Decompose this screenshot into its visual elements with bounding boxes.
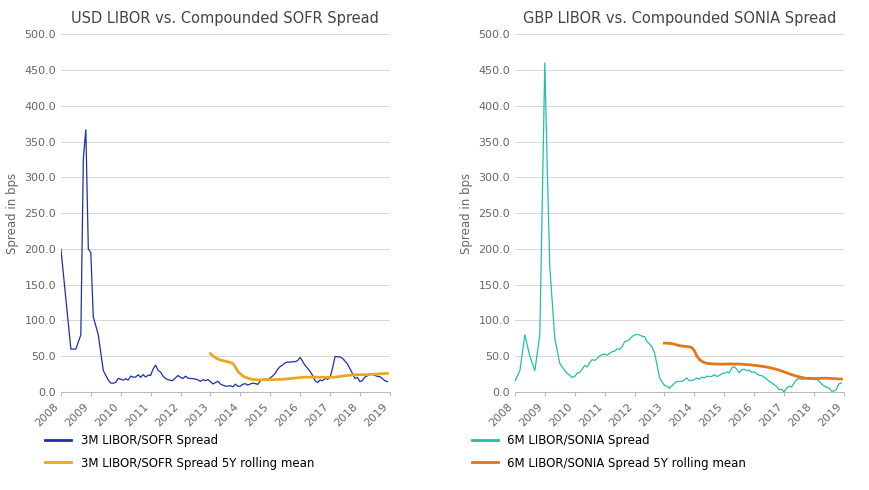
Title: GBP LIBOR vs. Compounded SONIA Spread: GBP LIBOR vs. Compounded SONIA Spread xyxy=(522,11,835,26)
Title: USD LIBOR vs. Compounded SOFR Spread: USD LIBOR vs. Compounded SOFR Spread xyxy=(71,11,379,26)
Y-axis label: Spread in bps: Spread in bps xyxy=(459,172,472,254)
Y-axis label: Spread in bps: Spread in bps xyxy=(6,172,19,254)
Legend: 3M LIBOR/SOFR Spread, 3M LIBOR/SOFR Spread 5Y rolling mean: 3M LIBOR/SOFR Spread, 3M LIBOR/SOFR Spre… xyxy=(41,429,319,474)
Legend: 6M LIBOR/SONIA Spread, 6M LIBOR/SONIA Spread 5Y rolling mean: 6M LIBOR/SONIA Spread, 6M LIBOR/SONIA Sp… xyxy=(467,429,750,474)
